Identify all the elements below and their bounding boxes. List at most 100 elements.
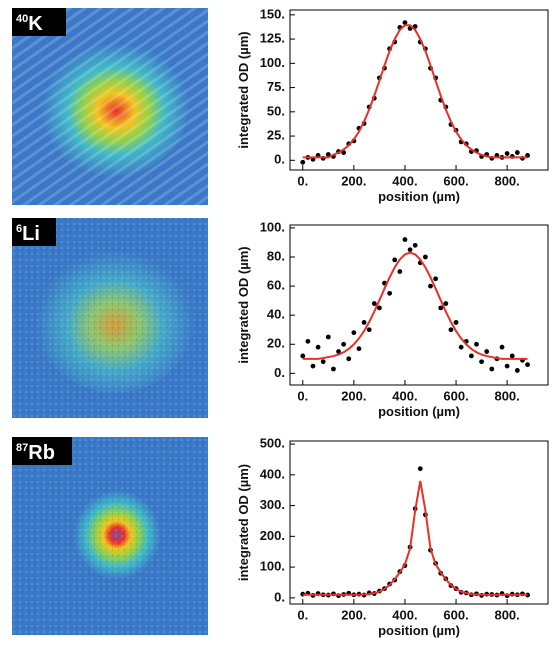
data-point [504,363,510,369]
element: K [28,13,43,35]
data-point [474,341,479,347]
x-tick-label: 800. [494,388,519,403]
y-tick-label: 80. [267,248,285,263]
plot-frame [289,440,549,605]
data-point [412,242,418,248]
data-point [443,301,449,306]
data-point [300,159,306,165]
x-tick-label: 0. [297,388,308,403]
data-point [453,320,459,325]
element: Li [22,223,40,245]
y-tick-label: 0. [274,152,285,167]
y-tick-label: 150. [260,6,285,21]
data-point [356,346,362,352]
x-tick-label: 0. [297,173,308,188]
x-tick-label: 200. [341,607,366,622]
data-point [366,327,372,333]
data-point [428,283,433,289]
image-li [12,218,208,418]
y-tick-label: 500. [260,436,285,451]
data-point [351,330,357,336]
data-point [320,359,326,365]
y-tick-label: 0. [274,365,285,380]
data-point [417,466,423,472]
data-point [525,362,530,368]
data-point [468,353,474,359]
mass-number: 6 [16,223,22,235]
x-tick-label: 200. [341,173,366,188]
data-point [361,320,367,325]
x-tick-label: 600. [443,388,468,403]
fit-line [302,24,528,159]
data-point [310,363,316,369]
x-tick-label: 200. [341,388,366,403]
x-axis-label: position (µm) [378,623,460,638]
y-tick-label: 50. [267,103,285,118]
data-point [484,349,490,354]
data-point [325,334,331,340]
image-rb [12,437,208,635]
fit-line [302,251,528,360]
data-point [300,353,306,359]
data-point [371,301,377,306]
y-tick-label: 25. [267,127,285,142]
y-axis-label: integrated OD (µm) [236,464,251,581]
data-point [397,269,403,274]
x-tick-label: 400. [392,388,417,403]
y-tick-label: 400. [260,466,285,481]
y-axis-label: integrated OD (µm) [236,246,251,363]
data-point [479,359,484,365]
y-tick-label: 100. [260,55,285,70]
y-tick-label: 20. [267,336,285,351]
x-tick-label: 400. [392,607,417,622]
data-point [438,305,444,311]
data-point [514,150,520,155]
y-tick-label: 100. [260,219,285,234]
data-point [422,254,428,260]
x-tick-label: 400. [392,173,417,188]
data-point [509,353,515,359]
data-point [346,356,352,362]
data-point [341,341,347,347]
data-point [305,338,311,344]
data-point [499,344,505,350]
mass-number: 87 [16,442,28,454]
y-tick-label: 125. [260,31,285,46]
data-point [392,257,398,263]
data-point [448,327,454,333]
y-axis-label: integrated OD (µm) [236,31,251,148]
data-point [514,368,520,373]
x-tick-label: 800. [494,173,519,188]
image-label: 40K [16,13,43,35]
y-tick-label: 40. [267,307,285,322]
data-point [504,151,510,156]
data-point [402,237,408,242]
data-point [458,344,464,350]
x-tick-label: 800. [494,607,519,622]
image-label: 87Rb [16,442,55,464]
y-tick-label: 75. [267,79,285,94]
plot-frame [289,9,549,171]
mass-number: 40 [16,13,28,25]
image-k [12,8,208,205]
data-point [377,305,382,311]
x-tick-label: 600. [443,607,468,622]
x-axis-label: position (µm) [378,404,460,419]
x-tick-label: 0. [297,607,308,622]
y-tick-label: 60. [267,278,285,293]
data-point [407,247,413,253]
data-point [433,276,439,282]
x-tick-label: 600. [443,173,468,188]
y-tick-label: 300. [260,497,285,512]
data-point [387,290,393,296]
fit-line [302,480,528,596]
image-label: 6Li [16,223,40,245]
x-axis-label: position (µm) [378,189,460,204]
y-tick-label: 200. [260,528,285,543]
data-point [402,20,408,26]
element: Rb [28,442,55,464]
plot-frame [289,224,549,386]
data-point [489,366,495,372]
data-point [315,344,321,350]
